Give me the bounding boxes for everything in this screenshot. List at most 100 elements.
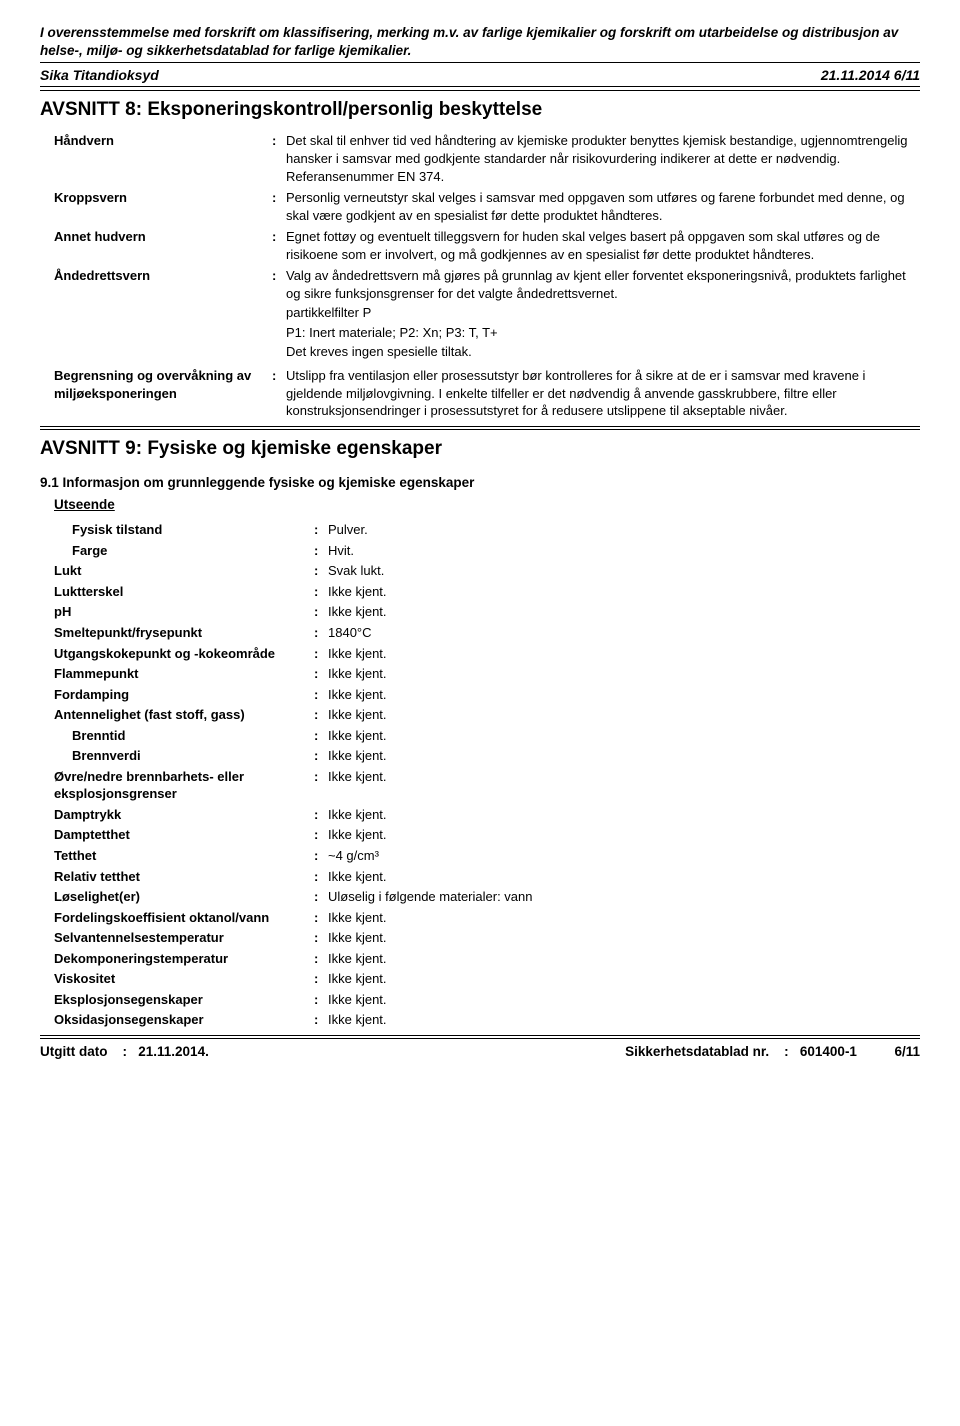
- colon: :: [314, 991, 328, 1009]
- property-row: Fordamping:Ikke kjent.: [54, 686, 920, 704]
- section-8-heading: AVSNITT 8: Eksponeringskontroll/personli…: [40, 91, 920, 129]
- section-9-1-heading: 9.1 Informasjon om grunnleggende fysiske…: [40, 468, 920, 496]
- val: Ikke kjent.: [328, 806, 920, 824]
- row-farge: Farge : Hvit.: [54, 542, 920, 560]
- property-row: Utgangskokepunkt og -kokeområde:Ikke kje…: [54, 645, 920, 663]
- property-row: Damptetthet:Ikke kjent.: [54, 826, 920, 844]
- property-row: Antennelighet (fast stoff, gass):Ikke kj…: [54, 706, 920, 724]
- key: Løselighet(er): [54, 888, 314, 906]
- val: Ikke kjent.: [328, 1011, 920, 1029]
- key: Farge: [72, 542, 314, 560]
- val: Ikke kjent.: [328, 603, 920, 621]
- property-row: Fordelingskoeffisient oktanol/vann:Ikke …: [54, 909, 920, 927]
- row-handvern: Håndvern : Det skal til enhver tid ved h…: [54, 132, 920, 185]
- property-row: Flammepunkt:Ikke kjent.: [54, 665, 920, 683]
- val: Ikke kjent.: [328, 645, 920, 663]
- footer-page: 6/11: [894, 1044, 920, 1059]
- property-row: Eksplosjonsegenskaper:Ikke kjent.: [54, 991, 920, 1009]
- val: Ikke kjent.: [328, 583, 920, 601]
- val: Ikke kjent.: [328, 950, 920, 968]
- row-fysisk-tilstand: Fysisk tilstand : Pulver.: [54, 521, 920, 539]
- footer-left-val: 21.11.2014.: [138, 1044, 209, 1059]
- colon: :: [314, 1011, 328, 1029]
- key: Relativ tetthet: [54, 868, 314, 886]
- colon: :: [314, 727, 328, 745]
- rule-top: [40, 62, 920, 63]
- footer-left-label: Utgitt dato: [40, 1044, 107, 1059]
- property-row: Selvantennelsestemperatur:Ikke kjent.: [54, 929, 920, 947]
- colon: :: [314, 542, 328, 560]
- val: Ikke kjent.: [328, 991, 920, 1009]
- colon: :: [314, 686, 328, 704]
- section-9-heading: AVSNITT 9: Fysiske og kjemiske egenskape…: [40, 430, 920, 468]
- val: Ikke kjent.: [328, 706, 920, 724]
- property-row: Lukt:Svak lukt.: [54, 562, 920, 580]
- property-row: Brennverdi:Ikke kjent.: [54, 747, 920, 765]
- val-kroppsvern: Personlig verneutstyr skal velges i sams…: [286, 189, 920, 224]
- footer-left: Utgitt dato : 21.11.2014.: [40, 1043, 209, 1061]
- colon: :: [314, 888, 328, 906]
- property-row: Løselighet(er):Uløselig i følgende mater…: [54, 888, 920, 906]
- key: Smeltepunkt/frysepunkt: [54, 624, 314, 642]
- section-8-body: Håndvern : Det skal til enhver tid ved h…: [40, 132, 920, 419]
- property-row: Damptrykk:Ikke kjent.: [54, 806, 920, 824]
- property-row: Brenntid:Ikke kjent.: [54, 727, 920, 745]
- val: Hvit.: [328, 542, 920, 560]
- key: Viskositet: [54, 970, 314, 988]
- key: Antennelighet (fast stoff, gass): [54, 706, 314, 724]
- colon: :: [314, 929, 328, 947]
- andedrett-line-3: P1: Inert materiale; P2: Xn; P3: T, T+: [286, 324, 920, 342]
- footer-right-label: Sikkerhetsdatablad nr.: [625, 1044, 769, 1059]
- val: Ikke kjent.: [328, 747, 920, 765]
- key-handvern: Håndvern: [54, 132, 272, 150]
- property-row: Oksidasjonsegenskaper:Ikke kjent.: [54, 1011, 920, 1029]
- val: 1840°C: [328, 624, 920, 642]
- colon: :: [314, 747, 328, 765]
- val-handvern: Det skal til enhver tid ved håndtering a…: [286, 132, 920, 185]
- colon: :: [314, 624, 328, 642]
- colon: :: [314, 868, 328, 886]
- colon: :: [314, 970, 328, 988]
- key: Øvre/nedre brennbarhets- eller eksplosjo…: [54, 768, 314, 803]
- colon: :: [314, 583, 328, 601]
- val: Ikke kjent.: [328, 686, 920, 704]
- key: Oksidasjonsegenskaper: [54, 1011, 314, 1029]
- colon: :: [272, 367, 286, 385]
- key: Flammepunkt: [54, 665, 314, 683]
- andedrett-line-1: Valg av åndedrettsvern må gjøres på grun…: [286, 267, 920, 302]
- val: Ikke kjent.: [328, 768, 920, 786]
- val: Ikke kjent.: [328, 909, 920, 927]
- andedrett-line-2: partikkelfilter P: [286, 304, 920, 322]
- colon: :: [314, 826, 328, 844]
- date-page: 21.11.2014 6/11: [821, 66, 920, 85]
- key-annet-hudvern: Annet hudvern: [54, 228, 272, 246]
- key: Dekomponeringstemperatur: [54, 950, 314, 968]
- colon: :: [272, 132, 286, 150]
- val: Ikke kjent.: [328, 727, 920, 745]
- colon: :: [314, 603, 328, 621]
- colon: :: [314, 645, 328, 663]
- val: ~4 g/cm³: [328, 847, 920, 865]
- val: Svak lukt.: [328, 562, 920, 580]
- val: Ikke kjent.: [328, 868, 920, 886]
- key-kroppsvern: Kroppsvern: [54, 189, 272, 207]
- row-begrensning: Begrensning og overvåkning av miljøekspo…: [54, 367, 920, 420]
- row-kroppsvern: Kroppsvern : Personlig verneutstyr skal …: [54, 189, 920, 224]
- key: Luktterskel: [54, 583, 314, 601]
- key: pH: [54, 603, 314, 621]
- key-andedrettsvern: Åndedrettsvern: [54, 267, 272, 285]
- val-annet-hudvern: Egnet fottøy og eventuelt tilleggsvern f…: [286, 228, 920, 263]
- val-begrensning: Utslipp fra ventilasjon eller prosessuts…: [286, 367, 920, 420]
- colon: :: [272, 189, 286, 207]
- key-begrensning: Begrensning og overvåkning av miljøekspo…: [54, 367, 272, 402]
- section-9-body: Utseende Fysisk tilstand : Pulver. Farge…: [40, 496, 920, 1029]
- val: Ikke kjent.: [328, 970, 920, 988]
- property-row: Viskositet:Ikke kjent.: [54, 970, 920, 988]
- val-andedrettsvern: Valg av åndedrettsvern må gjøres på grun…: [286, 267, 920, 363]
- val: Pulver.: [328, 521, 920, 539]
- row-andedrettsvern: Åndedrettsvern : Valg av åndedrettsvern …: [54, 267, 920, 363]
- property-row: Dekomponeringstemperatur:Ikke kjent.: [54, 950, 920, 968]
- property-row: Tetthet:~4 g/cm³: [54, 847, 920, 865]
- footer-bar: Utgitt dato : 21.11.2014. Sikkerhetsdata…: [40, 1039, 920, 1061]
- footer-right-val: 601400-1: [800, 1044, 857, 1059]
